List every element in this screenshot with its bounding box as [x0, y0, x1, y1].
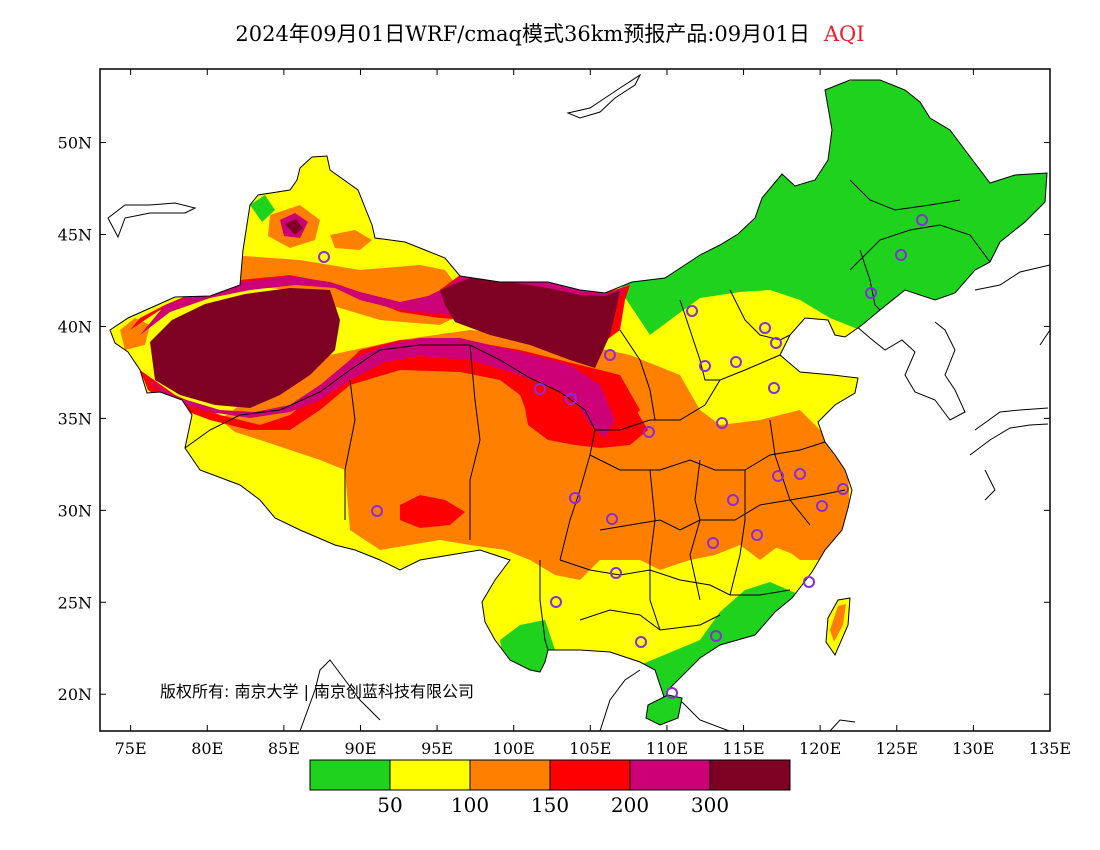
station-marker	[772, 470, 784, 482]
x-tick-label: 95E	[421, 739, 453, 758]
station-marker	[699, 360, 711, 372]
legend-swatch	[389, 759, 471, 791]
legend-swatch	[309, 759, 391, 791]
station-marker	[759, 322, 771, 334]
x-tick-label: 120E	[799, 739, 841, 758]
legend-label: 50	[377, 793, 402, 817]
station-marker	[865, 287, 877, 299]
station-marker	[916, 214, 928, 226]
x-tick-label: 130E	[952, 739, 994, 758]
legend-label: 200	[611, 793, 649, 817]
x-tick-label: 105E	[569, 739, 611, 758]
legend-swatch	[469, 759, 551, 791]
station-marker	[727, 494, 739, 506]
station-marker	[534, 383, 546, 395]
station-markers	[318, 214, 928, 699]
x-axis-ticks: 75E 80E 85E 90E 95E 100E 105E 110E 115E 120E 125E 1…	[115, 69, 1071, 758]
neighbor-borders	[107, 73, 1050, 731]
y-tick-label: 20N	[58, 685, 92, 704]
x-tick-label: 80E	[191, 739, 223, 758]
station-marker	[686, 305, 698, 317]
station-marker	[710, 630, 722, 642]
y-axis-ticks: 20N 25N 30N 35N 40N 45N 50N	[58, 134, 1050, 704]
station-marker	[643, 426, 655, 438]
legend-label: 150	[531, 793, 569, 817]
station-marker	[794, 468, 806, 480]
y-tick-label: 45N	[58, 226, 92, 245]
station-marker	[707, 537, 719, 549]
station-marker	[837, 483, 849, 495]
station-marker	[371, 505, 383, 517]
title-main: 2024年09月01日WRF/cmaq模式36km预报产品:09月01日	[235, 22, 810, 46]
station-marker	[635, 636, 647, 648]
aqi-legend: 50 100 150 200 300	[309, 759, 791, 817]
legend-swatch	[629, 759, 711, 791]
station-marker	[318, 251, 330, 263]
y-tick-label: 25N	[58, 593, 92, 612]
y-tick-label: 30N	[58, 501, 92, 520]
y-tick-label: 35N	[58, 409, 92, 428]
legend-label: 300	[691, 793, 729, 817]
map-title: 2024年09月01日WRF/cmaq模式36km预报产品:09月01日 AQI	[0, 18, 1100, 48]
x-tick-label: 135E	[1029, 739, 1071, 758]
station-marker	[604, 349, 616, 361]
y-tick-label: 50N	[58, 134, 92, 153]
x-tick-label: 75E	[115, 739, 147, 758]
x-tick-label: 115E	[722, 739, 764, 758]
map-frame	[99, 68, 1051, 732]
legend-swatch	[709, 759, 791, 791]
station-marker	[768, 382, 780, 394]
province-borders	[109, 79, 1048, 702]
legend-label: 100	[451, 793, 489, 817]
station-marker	[610, 567, 622, 579]
x-tick-label: 90E	[344, 739, 376, 758]
station-marker	[751, 529, 763, 541]
station-marker	[803, 576, 815, 588]
title-variable: AQI	[823, 22, 865, 46]
station-marker	[716, 417, 728, 429]
station-marker	[730, 356, 742, 368]
station-marker	[606, 513, 618, 525]
station-marker	[666, 687, 678, 699]
station-marker	[770, 337, 782, 349]
x-tick-label: 110E	[646, 739, 688, 758]
station-marker	[565, 393, 577, 405]
x-tick-label: 100E	[493, 739, 535, 758]
station-marker	[569, 492, 581, 504]
copyright-text: 版权所有: 南京大学 | 南京创蓝科技有限公司	[160, 682, 474, 701]
station-marker	[550, 596, 562, 608]
x-tick-label: 85E	[268, 739, 300, 758]
x-tick-label: 125E	[876, 739, 918, 758]
legend-swatch	[549, 759, 631, 791]
y-tick-label: 40N	[58, 317, 92, 336]
station-marker	[816, 500, 828, 512]
station-marker	[895, 249, 907, 261]
